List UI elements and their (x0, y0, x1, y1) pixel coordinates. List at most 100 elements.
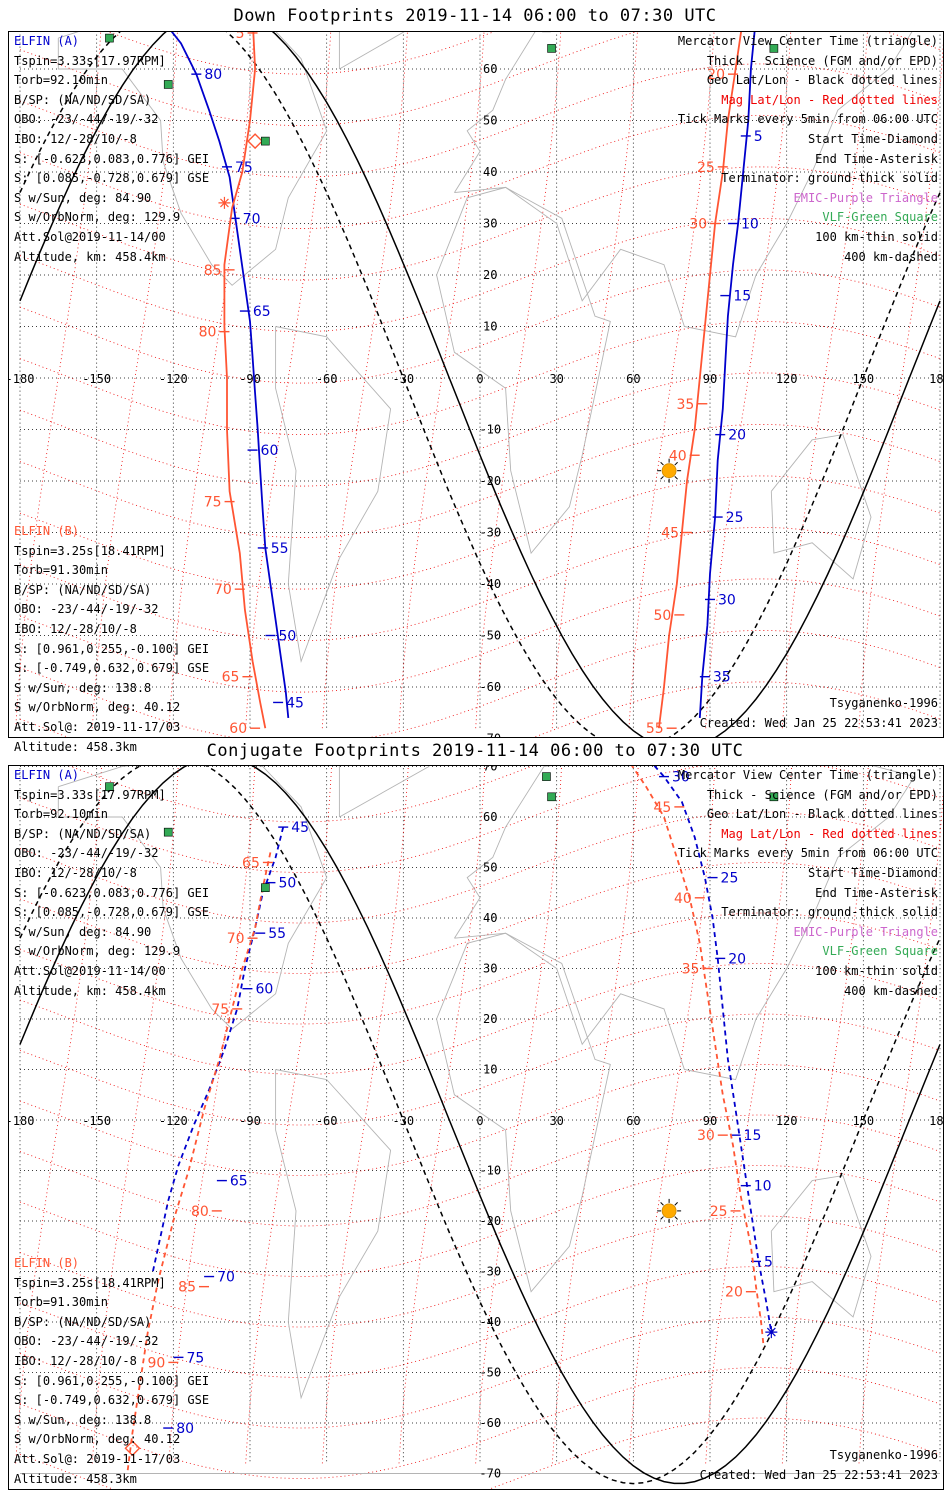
elfin-a-line: Altitude, km: 458.4km (14, 983, 166, 998)
sun-ray (674, 461, 678, 466)
elfin-a-tick-label: 60 (255, 982, 273, 998)
coastline (454, 32, 913, 338)
footprint-tracks: 4550556065707580657075808590302520151055… (124, 766, 778, 1474)
elfin-a-tick-label: 10 (754, 1179, 772, 1195)
elfin-b-line: S w/OrbNorm, deg: 40.12 (14, 1432, 181, 1447)
lon-tick-label: -90 (239, 1114, 261, 1128)
elfin-a-line: Att.Sol@2019-11-14/00 (14, 229, 166, 244)
model-label: Tsyganenko-1996 (829, 696, 938, 710)
elfin-b-tick-label: 40 (669, 448, 687, 464)
coastlines (57, 32, 913, 664)
lat-tick-label: 20 (483, 1012, 497, 1026)
elfin-b-tick-label: 85 (204, 263, 222, 279)
axis-labels: -180 -150 -120 -90 -60 -30 0 30 60 90 120 150 180 70 6… (9, 62, 943, 737)
mag-parallel (19, 963, 941, 1075)
mag-meridian (475, 32, 562, 729)
elfin-a-tick-label: 25 (726, 510, 744, 526)
vlf-station-square (547, 44, 556, 53)
elfin-a-line: S w/OrbNorm, deg: 129.9 (14, 944, 181, 959)
mag-meridian (398, 32, 485, 729)
elfin-b-tick-label: 45 (654, 800, 672, 816)
elfin-a-tick-label: 10 (741, 217, 759, 233)
elfin-b-tick-label: 90 (148, 1355, 166, 1371)
elfin-a-line: OBO: -23/-44/-19/-32 (14, 112, 159, 127)
elfin-a-tick-label: 15 (744, 1128, 762, 1144)
legend-item: Geo Lat/Lon - Black dotted lines (706, 807, 938, 822)
elfin-b-line: S w/OrbNorm, deg: 40.12 (14, 700, 181, 715)
elfin-b-line: S: [0.961,0.255,-0.100] GEI (14, 641, 210, 656)
legend-item: EMIC-Purple Triangle (793, 924, 939, 939)
mag-meridian (628, 32, 715, 729)
elfin-b-tick-label: 70 (214, 582, 232, 598)
legend-item: Start Time-Diamond (807, 131, 938, 146)
lat-tick-label: -30 (479, 1265, 501, 1279)
mag-parallel (19, 1114, 941, 1227)
vlf-station-square (769, 44, 779, 53)
lat-tick-label: -50 (479, 1366, 501, 1380)
lon-tick-label: 150 (852, 372, 874, 386)
mag-parallel (19, 63, 941, 178)
legend-item: VLF-Green Square (822, 210, 938, 225)
elfin-b-title: ELFIN (B) (14, 524, 80, 538)
elfin-a-tick-label: 60 (261, 443, 279, 459)
mag-parallel (19, 811, 941, 924)
down-footprints-svg: -180 -150 -120 -90 -60 -30 0 30 60 90 120 150 180 70 6… (9, 32, 943, 737)
bottom-map-title: Conjugate Footprints 2019-11-14 06:00 to… (206, 741, 744, 761)
elfin-a-line: Tspin=3.33s[17.97RPM] (14, 53, 166, 68)
elfin-a-line: Altitude, km: 458.4km (14, 249, 166, 264)
mag-meridian (245, 32, 332, 729)
elfin-a-tick-label: 35 (713, 670, 731, 686)
elfin-b-line: Altitude: 458.3km (14, 739, 137, 754)
elfin-a-tick-label: 30 (718, 592, 736, 608)
elfin-b-track (126, 852, 272, 1474)
elfin-a-line: S w/Sun, deg: 84.90 (14, 924, 152, 939)
ground-stations (105, 772, 779, 892)
legend-item: 400 km-dashed (844, 983, 938, 998)
elfin-a-tick-label: 30 (672, 770, 690, 786)
lat-tick-label: -60 (479, 680, 501, 694)
elfin-b-tick-label: 20 (707, 67, 725, 83)
mag-grid (15, 32, 943, 737)
vlf-station-square (542, 772, 551, 781)
lat-tick-label: 20 (483, 268, 497, 282)
sun-ray (660, 476, 664, 480)
lon-tick-label: -30 (392, 1114, 414, 1128)
legend-item: Tick Marks every 5min from 06:00 UTC (677, 112, 938, 127)
lat-tick-label: 70 (483, 766, 497, 774)
elfin-a-tick-label: 80 (176, 1421, 194, 1437)
mag-parallel (19, 578, 941, 693)
elfin-b-line: S: [-0.749,0.632,0.679] GSE (14, 1393, 210, 1408)
legend-item: Terminator: ground-thick solid (721, 905, 938, 920)
mag-parallel (19, 1013, 941, 1126)
elfin-a-track (653, 766, 773, 1333)
lat-tick-label: -60 (479, 1416, 501, 1430)
terminator-400km (19, 32, 941, 737)
mag-meridian (168, 32, 255, 729)
terminator (19, 766, 941, 1485)
elfin-a-tick-label: 65 (230, 1174, 248, 1190)
elfin-b-tick-label: 85 (178, 1280, 196, 1296)
lon-tick-label: -90 (239, 372, 261, 386)
mag-parallel (107, 32, 495, 75)
mag-parallel (19, 629, 941, 737)
mag-parallel (19, 320, 941, 436)
elfin-a-tick-label: 25 (721, 871, 739, 887)
coastline (770, 434, 872, 580)
elfin-a-line: OBO: -23/-44/-19/-32 (14, 846, 159, 861)
sun-icon (657, 1198, 682, 1223)
mag-parallel (68, 766, 534, 823)
footprint-tracks: 80 75 70 65 60 55 50 45 5 85 80 75 70 65 60 5 10 15 20 25 30… (170, 32, 763, 737)
coastline (275, 326, 392, 664)
conjugate-footprints-svg: -180 -150 -120 -90 -60 -30 0 30 60 90 120 150 180 70 6… (9, 766, 943, 1489)
mag-parallel (19, 862, 941, 974)
elfin-a-line: S w/Sun, deg: 84.90 (14, 190, 152, 205)
lon-tick-label: -60 (316, 372, 338, 386)
coastline (57, 32, 328, 286)
elfin-a-line: IBO: 12/-28/10/-8 (14, 865, 137, 880)
legend-item: Thick - Science (FGM and/or EPD) (706, 53, 938, 68)
elfin-b-line: OBO: -23/-44/-19/-32 (14, 1334, 159, 1349)
lon-tick-label: 90 (703, 372, 717, 386)
elfin-a-tick-label: 80 (204, 67, 222, 83)
mag-parallel (19, 423, 941, 539)
mag-parallel (19, 1266, 941, 1378)
